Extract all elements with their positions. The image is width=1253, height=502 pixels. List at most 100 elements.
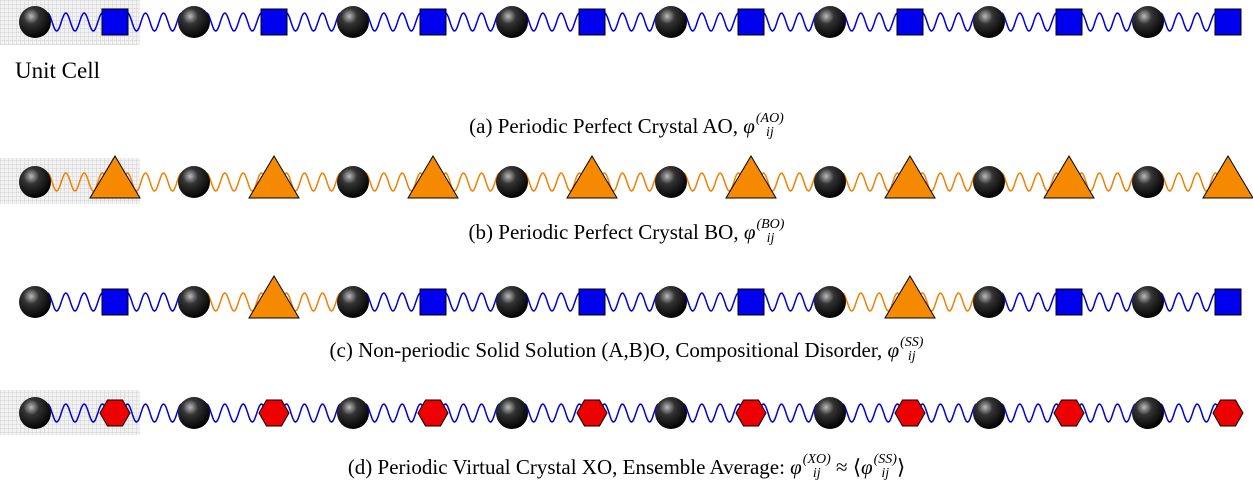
caption: (b) Periodic Perfect Crystal BO, φ(BO)ij bbox=[0, 220, 1253, 248]
spring bbox=[838, 13, 902, 31]
atom-o bbox=[1132, 397, 1164, 429]
atom-a bbox=[1056, 9, 1082, 35]
atom-a bbox=[420, 9, 446, 35]
spring bbox=[361, 293, 425, 311]
spring bbox=[600, 404, 663, 422]
spring bbox=[759, 404, 822, 422]
atom-o bbox=[655, 6, 687, 38]
atom-x bbox=[736, 400, 766, 426]
spring bbox=[123, 293, 186, 311]
atom-o bbox=[496, 286, 528, 318]
unit-cell-label: Unit Cell bbox=[15, 58, 100, 84]
atom-a bbox=[897, 9, 923, 35]
atom-o bbox=[19, 6, 51, 38]
math-scripts: (XO)ij bbox=[803, 453, 831, 481]
spring bbox=[838, 404, 902, 422]
spring bbox=[679, 404, 743, 422]
atom-o bbox=[178, 286, 210, 318]
math-scripts: (BO)ij bbox=[756, 218, 784, 246]
atom-o bbox=[655, 166, 687, 198]
atom-o bbox=[814, 166, 846, 198]
atom-o bbox=[655, 286, 687, 318]
math-sup: (AO) bbox=[756, 112, 784, 126]
atom-o bbox=[973, 397, 1005, 429]
math-sub: ij bbox=[803, 467, 831, 481]
spring bbox=[1156, 13, 1220, 31]
atom-o bbox=[1132, 286, 1164, 318]
atom-o bbox=[496, 6, 528, 38]
atom-a bbox=[420, 289, 446, 315]
spring bbox=[600, 293, 663, 311]
spring bbox=[520, 293, 584, 311]
spring bbox=[1077, 13, 1140, 31]
spring bbox=[600, 13, 663, 31]
math-sup: (BO) bbox=[756, 218, 784, 232]
atom-o bbox=[337, 6, 369, 38]
atom-b bbox=[408, 156, 458, 198]
atom-a bbox=[102, 9, 128, 35]
math-scripts: (SS)ij bbox=[874, 453, 897, 481]
spring bbox=[997, 13, 1061, 31]
atom-o bbox=[178, 166, 210, 198]
spring bbox=[1156, 293, 1220, 311]
caption-text: (d) Periodic Virtual Crystal XO, Ensembl… bbox=[348, 455, 785, 479]
atom-a bbox=[579, 289, 605, 315]
diagram bbox=[0, 0, 1253, 502]
spring bbox=[997, 404, 1061, 422]
atom-o bbox=[1132, 6, 1164, 38]
atom-x bbox=[1213, 400, 1243, 426]
spring bbox=[361, 13, 425, 31]
caption-text: (a) Periodic Perfect Crystal AO, bbox=[469, 114, 738, 138]
spring bbox=[918, 13, 981, 31]
math-sub: ij bbox=[756, 126, 784, 140]
atom-o bbox=[337, 286, 369, 318]
math-sup: (SS) bbox=[900, 336, 923, 350]
atom-o bbox=[19, 166, 51, 198]
spring bbox=[1156, 404, 1220, 422]
atom-o bbox=[496, 397, 528, 429]
atom-o bbox=[19, 397, 51, 429]
atom-a bbox=[1215, 289, 1241, 315]
atom-b bbox=[567, 156, 617, 198]
atom-o bbox=[973, 286, 1005, 318]
spring bbox=[441, 404, 504, 422]
math-sub: ij bbox=[874, 467, 897, 481]
atom-o bbox=[496, 166, 528, 198]
atom-x bbox=[418, 400, 448, 426]
atom-o bbox=[973, 6, 1005, 38]
atom-a bbox=[579, 9, 605, 35]
math-symbol: φ bbox=[743, 114, 755, 138]
atom-x bbox=[895, 400, 925, 426]
atom-o bbox=[1132, 166, 1164, 198]
spring bbox=[441, 13, 504, 31]
atom-o bbox=[178, 397, 210, 429]
spring bbox=[520, 404, 584, 422]
atom-b bbox=[726, 156, 776, 198]
atom-b bbox=[1044, 156, 1094, 198]
atom-o bbox=[19, 286, 51, 318]
atom-o bbox=[814, 6, 846, 38]
spring bbox=[1077, 293, 1140, 311]
math-sup: (XO) bbox=[803, 453, 831, 467]
spring bbox=[282, 13, 345, 31]
spring bbox=[679, 293, 743, 311]
atom-x bbox=[1054, 400, 1084, 426]
atom-o bbox=[337, 166, 369, 198]
spring bbox=[1077, 404, 1140, 422]
spring bbox=[759, 13, 822, 31]
atom-b bbox=[1203, 156, 1253, 198]
math-sub: ij bbox=[900, 350, 923, 364]
atom-b bbox=[249, 156, 299, 198]
atom-b bbox=[249, 276, 299, 318]
math-symbol: φ bbox=[861, 455, 873, 479]
atom-o bbox=[814, 397, 846, 429]
atom-a bbox=[1215, 9, 1241, 35]
math-sub: ij bbox=[756, 232, 784, 246]
math-pre: ≈ ⟨ bbox=[836, 455, 861, 479]
math-scripts: (SS)ij bbox=[900, 336, 923, 364]
math-scripts: (AO)ij bbox=[756, 112, 784, 140]
math-symbol: φ bbox=[744, 220, 756, 244]
math-symbol: φ bbox=[887, 338, 899, 362]
spring bbox=[759, 293, 822, 311]
math-symbol: φ bbox=[790, 455, 802, 479]
